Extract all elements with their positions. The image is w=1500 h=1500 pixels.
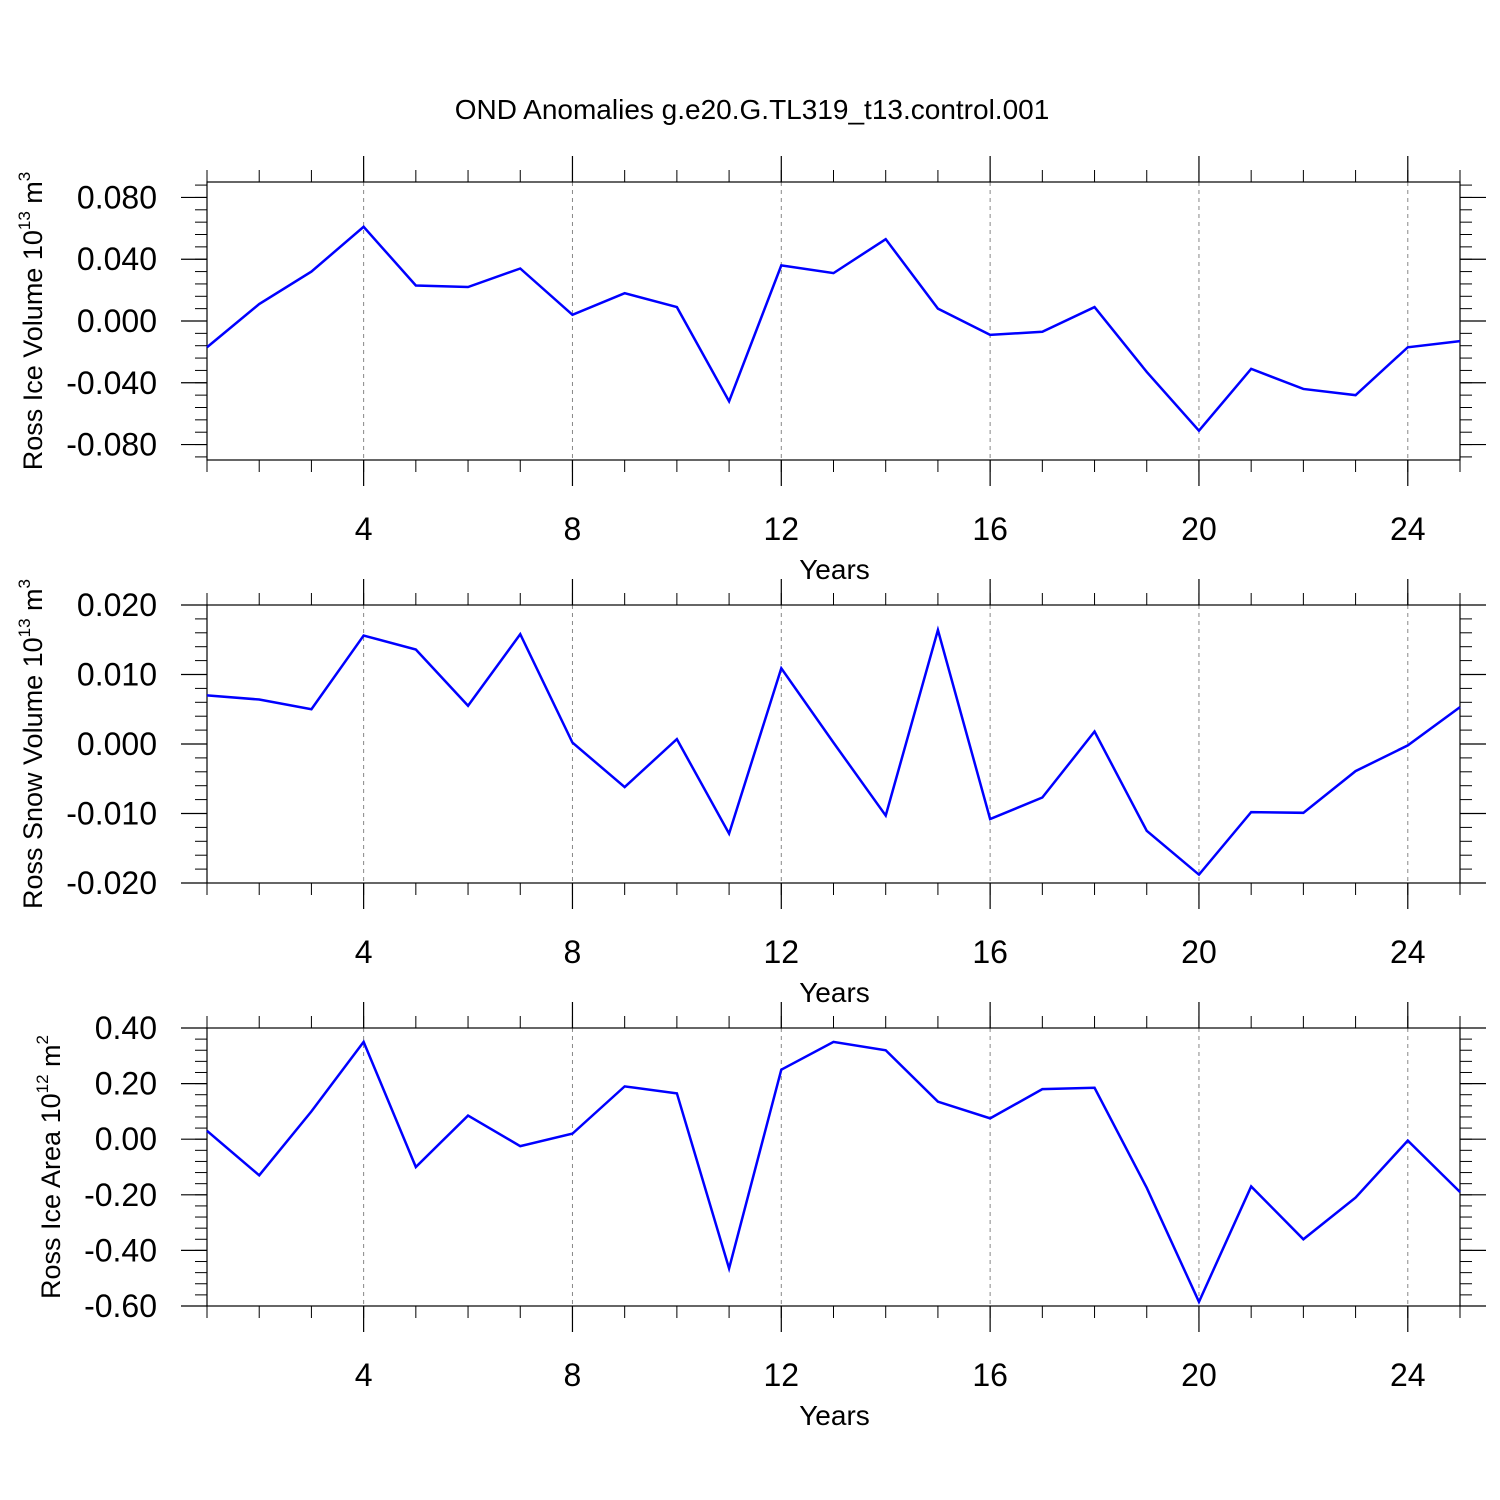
y-tick-label: -0.40 — [84, 1232, 157, 1268]
y-tick-label: -0.20 — [84, 1177, 157, 1213]
y-tick-label: -0.080 — [66, 427, 157, 463]
panel-2: 4 8 12 16 20 24 0.020 0.010 0.000 -0.010 -0.020 Yea… — [15, 579, 1486, 1008]
y-tick-label: -0.60 — [84, 1288, 157, 1324]
x-tick-label: 20 — [1181, 934, 1217, 970]
x-tick-label: 12 — [763, 1357, 799, 1393]
y-tick-label: -0.040 — [66, 365, 157, 401]
x-tick-label: 12 — [763, 934, 799, 970]
x-tick-label: 4 — [355, 511, 373, 547]
x-tick-label: 12 — [763, 511, 799, 547]
x-tick-label: 16 — [972, 934, 1008, 970]
y-tick-label: 0.010 — [77, 657, 157, 693]
x-tick-label: 8 — [564, 934, 582, 970]
y-tick-label: 0.20 — [95, 1066, 157, 1102]
y-axis-title: Ross Snow Volume 1013 m3 — [15, 579, 48, 909]
x-tick-label: 24 — [1390, 934, 1426, 970]
x-tick-label: 4 — [355, 934, 373, 970]
x-axis-title: Years — [799, 977, 870, 1008]
x-axis-title: Years — [799, 1400, 870, 1431]
plot-frame — [206, 1027, 1461, 1307]
y-tick-label: 0.000 — [77, 303, 157, 339]
y-tick-label: 0.000 — [77, 726, 157, 762]
y-tick-label: -0.010 — [66, 796, 157, 832]
x-tick-label: 8 — [564, 1357, 582, 1393]
y-tick-label: 0.080 — [77, 179, 157, 215]
x-tick-label: 4 — [355, 1357, 373, 1393]
x-tick-label: 20 — [1181, 1357, 1217, 1393]
y-axis-title: Ross Ice Volume 1013 m3 — [15, 172, 48, 471]
y-axis-title: Ross Ice Area 1012 m2 — [33, 1035, 66, 1299]
series-line — [206, 225, 1461, 433]
series-line — [206, 1039, 1461, 1305]
y-tick-label: 0.00 — [95, 1121, 157, 1157]
y-tick-label: 0.40 — [95, 1010, 157, 1046]
x-tick-label: 24 — [1390, 1357, 1426, 1393]
panel-3: 4 8 12 16 20 24 0.40 0.20 0.00 -0.20 -0.40 -0.60 Yea… — [33, 1002, 1486, 1431]
plot-frame — [206, 181, 1461, 461]
panel-1: 4 8 12 16 20 24 0.080 0.040 0.000 -0.040 -0.080 Yea… — [15, 156, 1486, 585]
figure-title: OND Anomalies g.e20.G.TL319_t13.control.… — [455, 94, 1050, 125]
series-line — [206, 625, 1461, 877]
x-axis-title: Years — [799, 554, 870, 585]
y-tick-label: 0.040 — [77, 241, 157, 277]
y-tick-label: -0.020 — [66, 865, 157, 901]
y-tick-label: 0.020 — [77, 587, 157, 623]
x-tick-label: 20 — [1181, 511, 1217, 547]
x-tick-label: 8 — [564, 511, 582, 547]
x-tick-label: 16 — [972, 1357, 1008, 1393]
panels: 4 8 12 16 20 24 0.080 0.040 0.000 -0.040 -0.080 Yea… — [15, 156, 1486, 1431]
x-tick-label: 24 — [1390, 511, 1426, 547]
x-tick-label: 16 — [972, 511, 1008, 547]
